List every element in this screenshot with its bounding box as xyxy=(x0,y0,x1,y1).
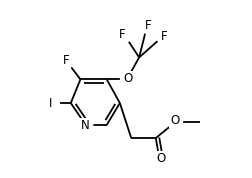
Text: F: F xyxy=(145,19,151,32)
Text: F: F xyxy=(161,30,168,43)
Text: O: O xyxy=(123,72,132,85)
Text: O: O xyxy=(170,114,180,127)
Text: F: F xyxy=(63,54,70,67)
Text: O: O xyxy=(156,152,166,165)
Text: N: N xyxy=(81,119,90,132)
Text: F: F xyxy=(119,28,126,41)
Text: I: I xyxy=(49,96,52,109)
